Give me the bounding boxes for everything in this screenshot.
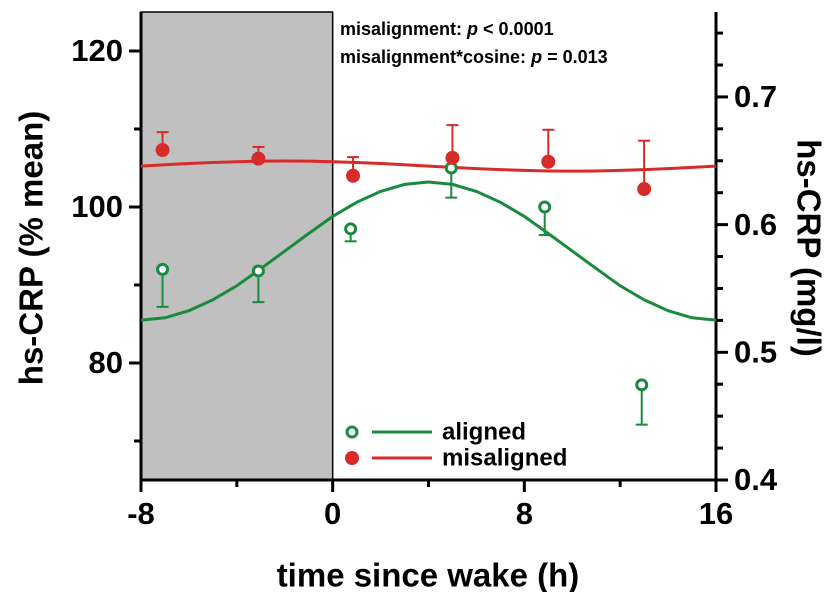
- annotation-part: p: [530, 47, 542, 67]
- y-tick-label: 120: [71, 33, 123, 68]
- data-point: [346, 168, 361, 183]
- y2-tick-label: 0.7: [734, 79, 777, 114]
- data-point: [541, 154, 556, 169]
- annotation: misalignment*cosine: p = 0.013: [340, 47, 608, 67]
- data-point: [344, 222, 358, 236]
- legend-marker: [345, 425, 359, 439]
- data-point: [445, 150, 460, 165]
- y2-tick-label: 0.4: [734, 462, 778, 497]
- annotation-part: p: [466, 19, 478, 39]
- y-tick-label: 100: [71, 189, 123, 224]
- legend-marker: [345, 451, 359, 465]
- y2-axis-title: hs-CRP (mg/l): [790, 139, 827, 357]
- legend-label: misaligned: [442, 444, 567, 471]
- legend-label: aligned: [442, 418, 526, 445]
- x-tick-label: 0: [324, 496, 341, 531]
- annotation: misalignment: p < 0.0001: [340, 19, 554, 39]
- annotation-part: misalignment:: [340, 19, 467, 39]
- data-point: [637, 182, 652, 197]
- annotation-part: < 0.0001: [478, 19, 554, 39]
- data-point: [251, 264, 265, 278]
- fit-line: [140, 159, 717, 173]
- data-point: [156, 262, 170, 276]
- y-tick-label: 80: [89, 345, 123, 380]
- annotation-part: misalignment*cosine:: [340, 47, 531, 67]
- x-tick-label: 16: [699, 496, 733, 531]
- x-tick-label: 8: [516, 496, 533, 531]
- x-tick-label: -8: [127, 496, 155, 531]
- y2-tick-label: 0.5: [734, 334, 777, 369]
- y-axis-title: hs-CRP (% mean): [13, 111, 50, 385]
- annotation-part: = 0.013: [542, 47, 608, 67]
- data-point: [538, 200, 552, 214]
- fit-line: [140, 180, 717, 322]
- data-point: [251, 151, 266, 166]
- shaded-region: [140, 11, 334, 481]
- data-point: [635, 378, 649, 392]
- y2-tick-label: 0.6: [734, 207, 777, 242]
- data-point: [155, 143, 170, 158]
- x-axis-title: time since wake (h): [277, 557, 580, 592]
